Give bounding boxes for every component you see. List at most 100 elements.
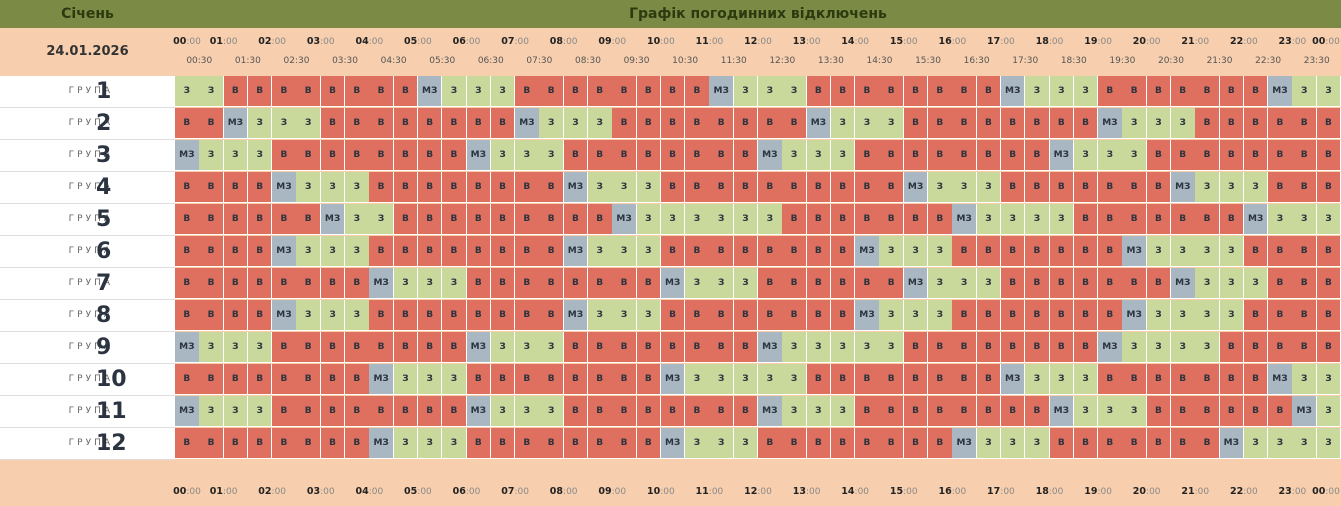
hour-minutes: :00 — [611, 487, 627, 497]
status-cell: З — [806, 396, 832, 427]
status-cell: В — [515, 268, 540, 299]
status-cell: В — [952, 332, 977, 363]
group-number: 7 — [96, 271, 112, 296]
hour-minutes: :00 — [757, 487, 772, 497]
hour-number: 22 — [1229, 486, 1244, 497]
group-number: 1 — [96, 79, 112, 104]
status-cell: В — [1098, 172, 1123, 203]
status-cell: З — [733, 204, 759, 235]
status-cell: В — [199, 268, 224, 299]
status-cell: МЗ — [369, 364, 394, 395]
status-cell: З — [1073, 76, 1099, 107]
hour-label: 00:00 — [173, 486, 201, 497]
status-cell: В — [928, 332, 953, 363]
status-cell: З — [1049, 364, 1075, 395]
status-cell: В — [587, 332, 613, 363]
status-cell: В — [1098, 204, 1123, 235]
status-cell: В — [830, 364, 856, 395]
status-cell: З — [1316, 204, 1341, 235]
status-cell: В — [199, 364, 224, 395]
status-cell: В — [636, 108, 662, 139]
status-cell: В — [928, 108, 953, 139]
hour-minutes: :00 — [563, 37, 578, 47]
hour-label: 13:00 — [793, 36, 821, 47]
hour-number: 06 — [452, 36, 466, 47]
status-cell: В — [587, 364, 613, 395]
status-cell: В — [709, 396, 734, 427]
status-cell: МЗ — [952, 428, 977, 459]
hour-label: 11:00 — [696, 36, 724, 47]
hour-minutes: :00 — [271, 487, 287, 497]
status-cell: В — [1025, 396, 1050, 427]
status-cell: З — [393, 364, 419, 395]
status-cell: В — [393, 300, 419, 331]
status-cell: З — [296, 236, 322, 267]
status-cell: МЗ — [1000, 76, 1026, 107]
status-cell: В — [612, 396, 637, 427]
status-cell: В — [733, 140, 759, 171]
hour-label: 14:00 — [841, 486, 869, 497]
hour-number: 10 — [646, 486, 661, 497]
group-label: ГРУПА 9 — [0, 332, 175, 364]
status-cell: В — [175, 428, 200, 459]
status-cell: В — [855, 204, 880, 235]
status-cell: З — [709, 268, 734, 299]
hour-number: 07 — [501, 486, 515, 497]
status-cell: В — [272, 204, 297, 235]
status-cell: В — [903, 396, 929, 427]
status-cell: З — [1219, 300, 1245, 331]
status-cell: В — [417, 204, 443, 235]
status-cell: В — [1025, 236, 1050, 267]
group-number: 9 — [96, 335, 112, 360]
status-cell: МЗ — [1000, 364, 1026, 395]
status-cell: В — [1195, 140, 1220, 171]
half-hour-label: 00:30 — [186, 56, 213, 66]
status-cell: В — [515, 300, 540, 331]
status-cell: В — [612, 76, 637, 107]
status-cell: В — [1243, 76, 1269, 107]
hour-number: 05 — [404, 486, 418, 497]
hour-minutes: :00 — [611, 37, 627, 47]
status-cell: В — [612, 364, 637, 395]
status-cell: В — [636, 332, 662, 363]
status-cell: В — [1170, 140, 1196, 171]
status-cell: В — [1292, 300, 1317, 331]
status-cell: В — [223, 428, 249, 459]
hour-label: 16:00 — [938, 486, 966, 497]
status-cell: В — [928, 76, 953, 107]
status-cell: З — [345, 236, 370, 267]
status-cell: З — [806, 332, 832, 363]
status-cell: В — [490, 108, 516, 139]
status-cell: В — [830, 204, 856, 235]
status-cell: З — [199, 140, 224, 171]
status-cell: В — [1195, 364, 1220, 395]
group-word: ГРУПА — [68, 86, 113, 96]
status-cell: В — [563, 140, 589, 171]
hour-minutes: :00 — [417, 487, 432, 497]
hour-number: 22 — [1229, 36, 1244, 47]
hour-label: 19:00 — [1084, 36, 1112, 47]
status-cell: В — [660, 332, 686, 363]
status-cell: З — [1122, 140, 1147, 171]
half-hour-label: 14:30 — [866, 56, 893, 66]
status-cell: В — [1146, 76, 1172, 107]
status-cell: В — [1316, 300, 1341, 331]
status-cell: В — [563, 268, 589, 299]
status-cell: В — [393, 172, 419, 203]
half-hour-label: 01:30 — [234, 56, 261, 66]
status-cell: В — [247, 172, 273, 203]
status-cell: В — [1243, 236, 1269, 267]
status-cell: З — [442, 428, 467, 459]
status-cell: З — [442, 268, 467, 299]
status-cell: В — [442, 204, 467, 235]
status-cell: В — [1316, 268, 1341, 299]
status-cell: В — [806, 300, 832, 331]
status-cell: В — [1268, 300, 1293, 331]
status-cell: В — [320, 428, 346, 459]
hour-minutes: :00 — [186, 487, 201, 497]
status-cell: В — [539, 364, 564, 395]
header-bar — [0, 0, 1341, 28]
status-cell: З — [1000, 204, 1026, 235]
status-cell: З — [393, 428, 419, 459]
status-cell: З — [490, 332, 516, 363]
